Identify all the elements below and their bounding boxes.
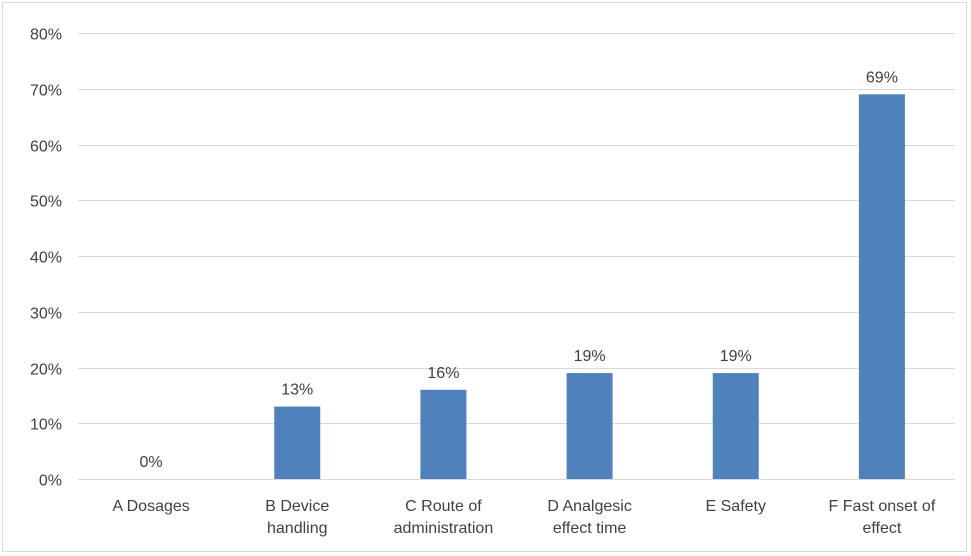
x-category-label: D Analgesic effect time xyxy=(547,498,632,537)
x-axis-category-labels: A Dosages B Device handling C Route of admin… xyxy=(112,498,935,537)
x-category-label-line: effect time xyxy=(553,520,627,537)
y-tick-label: 40% xyxy=(30,250,62,267)
x-category-label: F Fast onset of effect xyxy=(829,498,936,537)
x-category-label-line: administration xyxy=(394,520,494,537)
data-label: 13% xyxy=(281,382,313,399)
x-category-label-line: handling xyxy=(267,520,328,537)
x-category-label-line: effect xyxy=(862,520,901,537)
y-tick-label: 30% xyxy=(30,306,62,323)
bars xyxy=(274,94,905,479)
bar xyxy=(566,373,613,479)
y-tick-label: 50% xyxy=(30,194,62,211)
bar xyxy=(712,373,759,479)
y-tick-label: 20% xyxy=(30,362,62,379)
y-axis-tick-labels: 0% 10% 20% 30% 40% 50% 60% 70% 80% xyxy=(30,27,62,490)
data-label: 0% xyxy=(140,454,163,471)
data-label: 19% xyxy=(720,348,752,365)
x-category-label-line: D Analgesic xyxy=(547,498,632,515)
y-tick-label: 80% xyxy=(30,27,62,44)
y-tick-label: 0% xyxy=(39,473,62,490)
x-category-label-line: E Safety xyxy=(706,498,766,515)
x-category-label-line: B Device xyxy=(265,498,329,515)
data-label: 19% xyxy=(574,348,606,365)
x-category-label-line: F Fast onset of xyxy=(829,498,936,515)
y-tick-label: 10% xyxy=(30,417,62,434)
data-label: 69% xyxy=(866,69,898,86)
x-category-label: A Dosages xyxy=(112,498,189,515)
x-category-label: E Safety xyxy=(706,498,766,515)
gridlines xyxy=(78,33,955,480)
data-label: 16% xyxy=(427,365,459,382)
x-category-label-line: C Route of xyxy=(405,498,482,515)
x-category-label: C Route of administration xyxy=(394,498,494,537)
bar xyxy=(274,406,321,479)
x-category-label-line: A Dosages xyxy=(112,498,189,515)
x-category-label: B Device handling xyxy=(265,498,329,537)
bar xyxy=(858,94,905,479)
y-tick-label: 70% xyxy=(30,83,62,100)
data-labels: 0% 13% 16% 19% 19% 69% xyxy=(140,69,898,471)
y-tick-label: 60% xyxy=(30,139,62,156)
bar xyxy=(420,389,467,479)
